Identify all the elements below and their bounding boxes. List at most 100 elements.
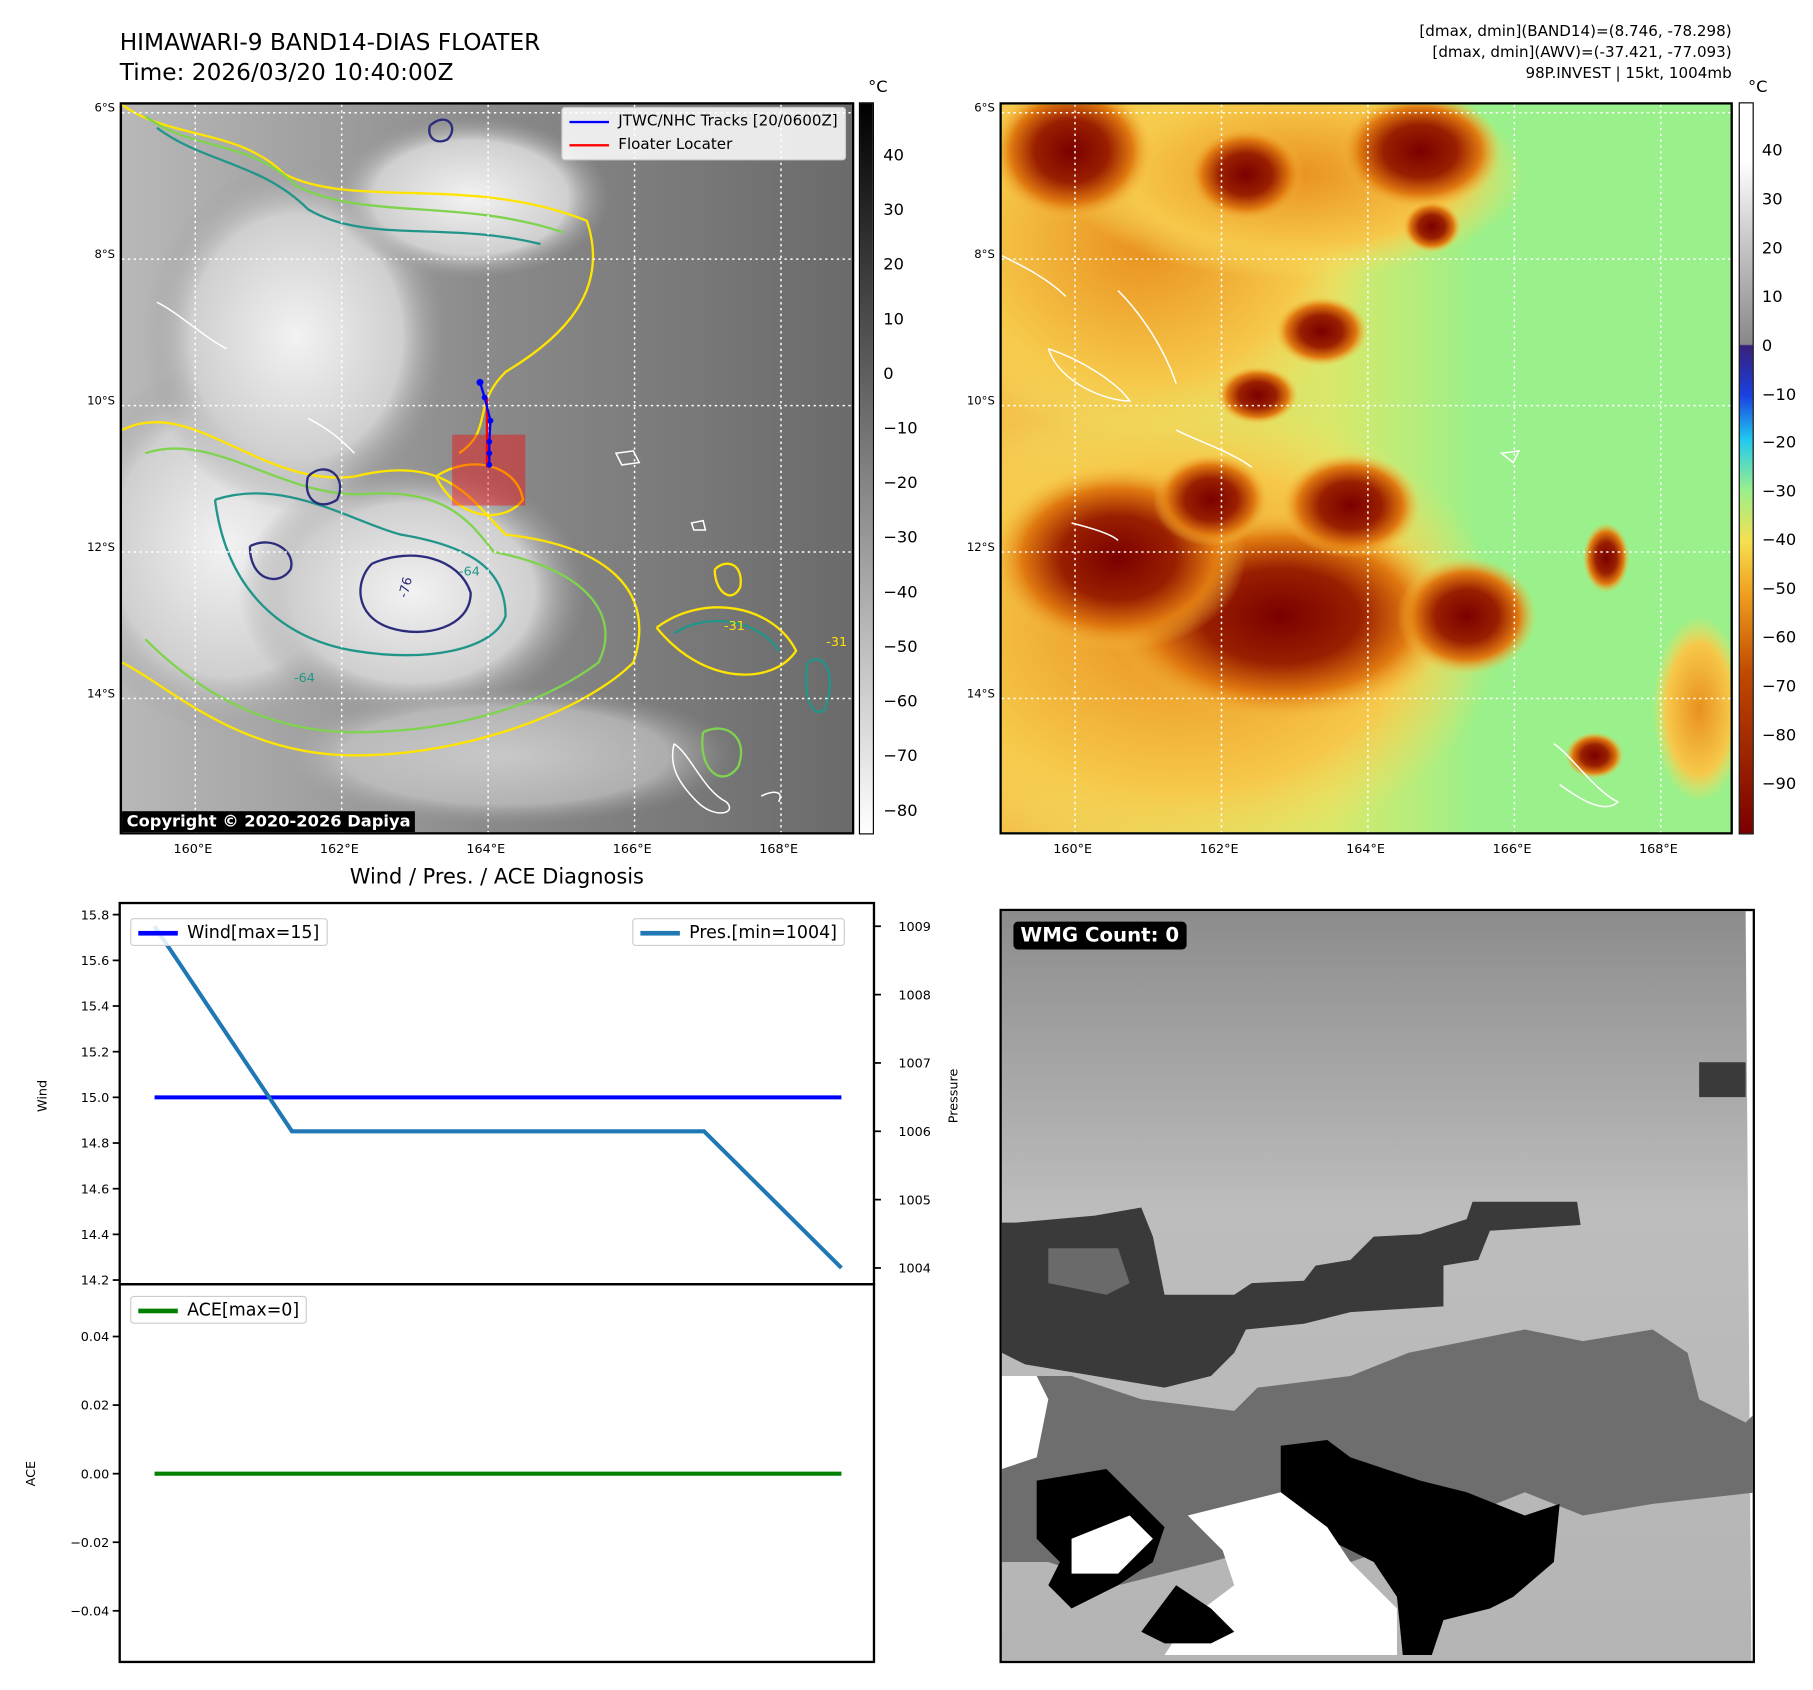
colorbar-tick-label: −10 — [883, 419, 918, 439]
ace-tick-label: 0.04 — [81, 1330, 109, 1345]
colorbar-left — [858, 102, 874, 835]
lon-label: 168°E — [1639, 841, 1678, 857]
colorbar-tick-label: −30 — [883, 528, 918, 548]
wmg-count-badge: WMG Count: 0 — [1013, 921, 1187, 950]
legend-label: Pres.[min=1004] — [689, 921, 837, 943]
colorbar-tick-label: 40 — [883, 146, 904, 166]
ace-tick-label: −0.02 — [70, 1536, 109, 1551]
ace-tick-label: −0.04 — [70, 1604, 109, 1619]
colorbar-tick-label: −20 — [883, 474, 918, 493]
locater-line-icon — [569, 143, 609, 146]
wmg-panel: WMG Count: 0 — [999, 908, 1755, 1664]
ir-map-grayscale: -76 -64 -64 -31 -31 JTWC/NHC Tracks [20/… — [119, 102, 855, 835]
legend-label: Wind[max=15] — [187, 921, 320, 943]
info-band14: [dmax, dmin](BAND14)=(8.746, -78.298) — [1419, 23, 1732, 41]
lon-label: 160°E — [173, 841, 213, 857]
colorbar-tick-label: −80 — [883, 801, 918, 821]
colorbar-tick-label: 20 — [1761, 239, 1783, 258]
info-awv: [dmax, dmin](AWV)=(-37.421, -77.093) — [1432, 44, 1732, 62]
wind-tick-label: 15.2 — [81, 1045, 109, 1060]
contour-label: -31 — [724, 619, 745, 634]
wind-axes-frame — [118, 901, 876, 1286]
diagnosis-chart: 15.8 15.6 15.4 15.2 15.0 14.8 14.6 14.4 14.2 0.04… — [24, 901, 962, 1664]
ace-axis-label: ACE — [24, 1461, 39, 1487]
colorbar-unit: °C — [1747, 77, 1768, 97]
lat-label: 12°S — [87, 541, 116, 555]
info-storm: 98P.INVEST | 15kt, 1004mb — [1525, 65, 1732, 83]
lon-label: 162°E — [319, 841, 359, 857]
wind-tick-label: 15.8 — [81, 908, 109, 923]
wind-tick-label: 14.2 — [81, 1274, 109, 1289]
pressure-tick-label: 1009 — [898, 920, 931, 935]
lat-label: 10°S — [966, 395, 995, 408]
wmg-imagery — [1001, 911, 1753, 1661]
lon-label: 164°E — [466, 841, 506, 857]
colorbar-tick-label: 0 — [1761, 336, 1773, 356]
lat-label: 14°S — [87, 688, 116, 701]
graticule — [1001, 104, 1731, 833]
colorbar-tick-label: 10 — [883, 310, 904, 329]
wind-tick-label: 15.4 — [81, 1000, 109, 1015]
colorbar-tick-label: 10 — [1761, 287, 1783, 307]
legend-label: JTWC/NHC Tracks [20/0600Z] — [618, 112, 838, 131]
lon-label: 164°E — [1346, 841, 1386, 857]
colorbar-tick-label: −90 — [1761, 774, 1797, 794]
wind-axis-label: Wind — [35, 1080, 50, 1112]
legend-ace: ACE[max=0] — [130, 1295, 308, 1324]
colorbar-tick-label: 20 — [883, 255, 904, 275]
ace-tick-label: 0.02 — [81, 1399, 109, 1414]
lon-label: 160°E — [1053, 841, 1093, 857]
pressure-line-icon — [640, 930, 680, 935]
pressure-series-line — [152, 925, 843, 1270]
legend-item-locater: Floater Locater — [569, 134, 837, 157]
wind-tick-label: 14.4 — [81, 1228, 109, 1243]
pressure-tick-label: 1008 — [898, 988, 931, 1003]
colorbar-right — [1738, 102, 1754, 835]
colorbar-tick-label: 30 — [1761, 190, 1783, 210]
colorbar-tick-label: −80 — [1761, 726, 1797, 745]
copyright-label: Copyright © 2020-2026 Dapiya — [122, 811, 416, 833]
colorbar-tick-label: −60 — [1761, 628, 1797, 648]
track-points — [476, 378, 494, 468]
lat-label: 12°S — [966, 541, 995, 555]
ace-tick-label: 0.00 — [81, 1467, 109, 1482]
colorbar-tick-label: −40 — [1761, 531, 1797, 550]
lat-label: 8°S — [94, 248, 116, 262]
wind-tick-label: 15.6 — [81, 954, 109, 969]
figure-title: HIMAWARI-9 BAND14-DIAS FLOATER — [119, 27, 541, 56]
colorbar-tick-label: −50 — [1761, 580, 1797, 599]
colorbar-tick-label: −70 — [1761, 677, 1797, 697]
colorbar-tick-label: 30 — [883, 201, 904, 220]
contour-label: -31 — [826, 635, 847, 650]
lon-label: 166°E — [1492, 841, 1532, 857]
map-legend: JTWC/NHC Tracks [20/0600Z] Floater Locat… — [561, 106, 846, 161]
wind-tick-label: 14.8 — [81, 1137, 109, 1152]
lat-label: 14°S — [966, 688, 995, 701]
wind-tick-label: 15.0 — [81, 1091, 109, 1106]
legend-label: ACE[max=0] — [187, 1299, 300, 1321]
lat-label: 10°S — [87, 395, 116, 408]
ir-map-color — [999, 102, 1733, 835]
colorbar-tick-label: 0 — [883, 364, 894, 384]
stats-info: [dmax, dmin](BAND14)=(8.746, -78.298) [d… — [1419, 22, 1731, 85]
contour-label: -76 — [396, 576, 416, 600]
track-line-icon — [569, 120, 609, 123]
colorbar-tick-label: −40 — [883, 583, 918, 603]
pressure-tick-label: 1004 — [898, 1262, 931, 1277]
colorbar-tick-label: −30 — [1761, 482, 1797, 502]
colorbar-tick-label: 40 — [1761, 141, 1783, 161]
lon-label: 162°E — [1199, 841, 1239, 857]
legend-label: Floater Locater — [618, 135, 733, 154]
lat-label: 8°S — [974, 248, 995, 262]
legend-item-tracks: JTWC/NHC Tracks [20/0600Z] — [569, 110, 838, 133]
ir-map-imagery: -76 -64 -64 -31 -31 — [122, 104, 852, 833]
chart-title: Wind / Pres. / ACE Diagnosis — [349, 864, 644, 890]
pressure-tick-label: 1006 — [898, 1125, 931, 1140]
legend-pressure: Pres.[min=1004] — [632, 918, 846, 947]
pressure-tick-label: 1007 — [898, 1057, 931, 1072]
contour-label: -64 — [459, 564, 480, 579]
pressure-tick-label: 1005 — [898, 1193, 931, 1208]
colorbar-tick-label: −60 — [883, 692, 918, 712]
lat-label: 6°S — [94, 102, 116, 116]
